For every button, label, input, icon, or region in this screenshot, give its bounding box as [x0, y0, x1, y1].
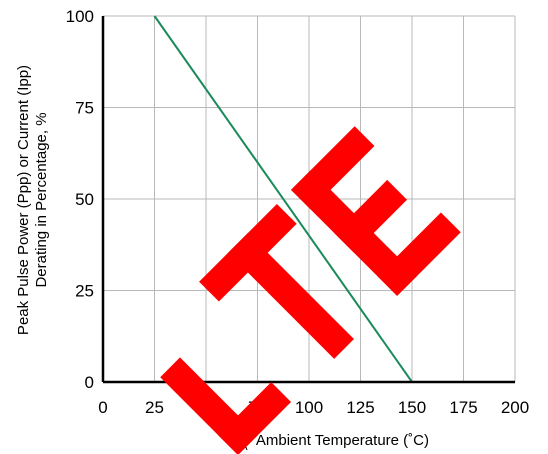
- x-tick-label-125: 125: [346, 398, 374, 417]
- watermark-letter-e-top: [291, 126, 375, 210]
- x-tick-label-100: 100: [295, 398, 323, 417]
- x-tick-label-0: 0: [98, 398, 107, 417]
- watermark-letter-e-bottom: [377, 212, 461, 296]
- lte-watermark: [160, 126, 461, 454]
- y-tick-label-25: 25: [75, 282, 94, 301]
- series-line-0: [153, 15, 413, 383]
- x-tick-label-175: 175: [449, 398, 477, 417]
- x-axis-title-rest: - Ambient Temperature (˚C): [248, 432, 429, 449]
- y-axis-title-line-2: Derating in Percentage, %: [33, 112, 50, 287]
- y-axis-title-line-1: Peak Pulse Power (Ppp) or Current (Ipp): [15, 65, 32, 335]
- y-tick-label-100: 100: [66, 7, 94, 26]
- watermark-letter-l-foot: [218, 382, 292, 454]
- grid: [103, 15, 516, 382]
- x-axis-title: TA- Ambient Temperature (˚C): [231, 432, 429, 453]
- y-tick-label-75: 75: [75, 99, 94, 118]
- y-tick-label-50: 50: [75, 190, 94, 209]
- series-layer: [153, 15, 413, 383]
- x-tick-label-200: 200: [501, 398, 529, 417]
- x-tick-labels: 0255075100125150175200: [98, 398, 529, 417]
- y-axis-title: Peak Pulse Power (Ppp) or Current (Ipp) …: [15, 65, 50, 335]
- watermark-letter-t-stem: [228, 232, 354, 359]
- watermark-letter-e-mid: [334, 179, 407, 253]
- y-tick-labels: 0 25 50 75 100: [66, 7, 94, 392]
- y-tick-label-0: 0: [85, 373, 94, 392]
- x-tick-label-25: 25: [145, 398, 164, 417]
- x-tick-label-150: 150: [398, 398, 426, 417]
